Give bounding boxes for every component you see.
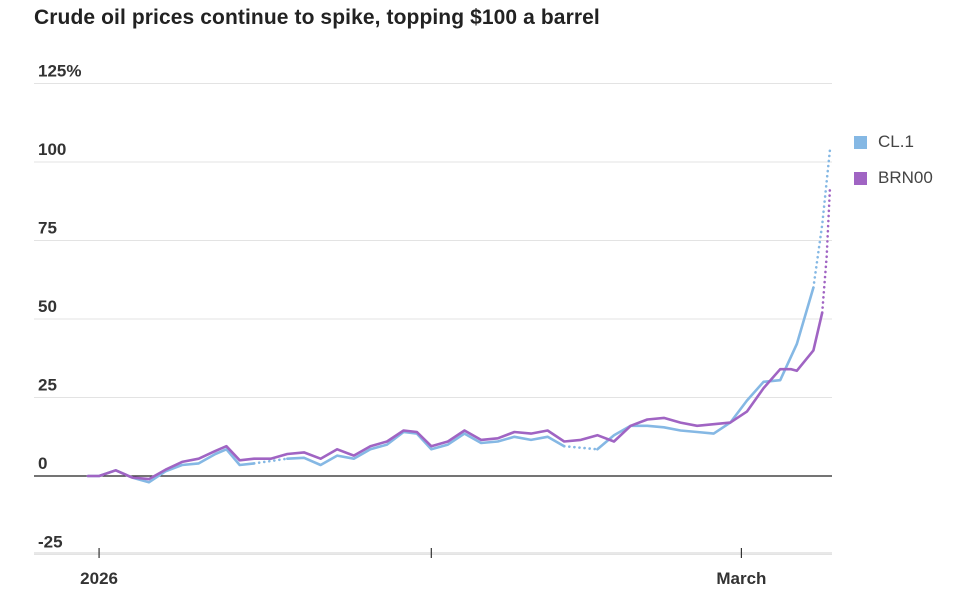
- series-line-cl1: [286, 430, 566, 467]
- legend-item-cl1[interactable]: CL.1: [854, 130, 933, 154]
- series-gap-cl1: [252, 457, 289, 465]
- legend-label-cl1: CL.1: [878, 132, 914, 151]
- series-gap-cl1: [562, 444, 599, 451]
- legend: CL.1 BRN00: [854, 130, 933, 202]
- chart-title: Crude oil prices continue to spike, topp…: [34, 6, 600, 29]
- y-tick-label: 100: [38, 140, 66, 159]
- y-tick-label: 125%: [38, 62, 81, 81]
- series-tail-cl1: [812, 148, 832, 289]
- x-tick-label: 2026: [80, 569, 118, 588]
- y-tick-label: 50: [38, 297, 57, 316]
- y-tick-label: 25: [38, 376, 57, 395]
- legend-swatch-cl1: [854, 135, 867, 149]
- y-tick-label: 0: [38, 454, 47, 473]
- legend-item-brn00[interactable]: BRN00: [854, 166, 933, 190]
- legend-swatch-brn00: [854, 171, 867, 185]
- x-tick-label: March: [716, 569, 766, 588]
- y-tick-label: -25: [38, 533, 63, 552]
- series-tail-brn00: [820, 185, 832, 314]
- legend-label-brn00: BRN00: [878, 168, 933, 187]
- y-tick-label: 75: [38, 219, 57, 238]
- series-line-brn00: [86, 311, 824, 481]
